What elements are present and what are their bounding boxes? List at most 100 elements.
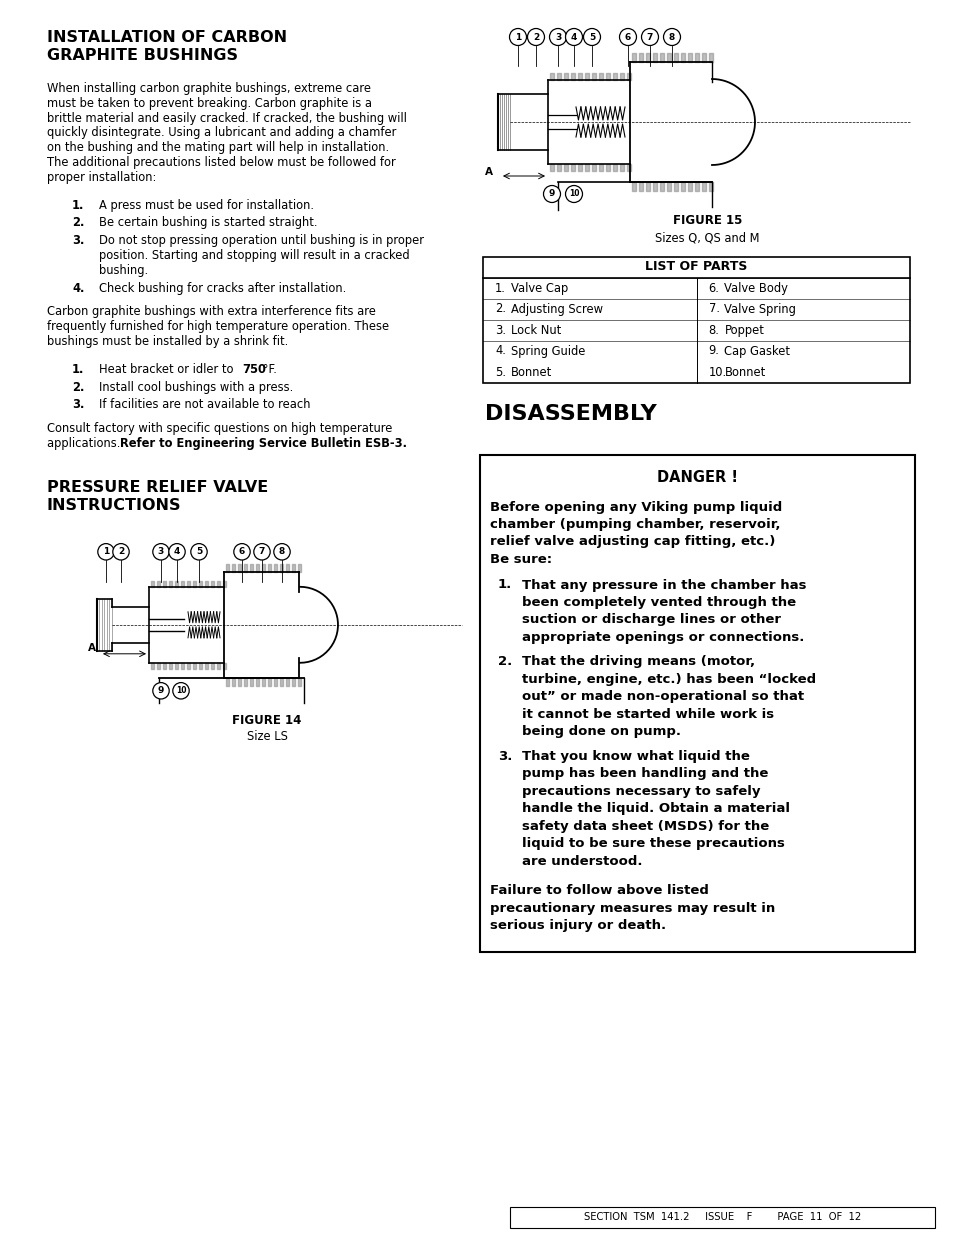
- Text: 3.: 3.: [71, 235, 84, 247]
- Text: Failure to follow above listed: Failure to follow above listed: [490, 884, 708, 898]
- Text: bushings must be installed by a shrink fit.: bushings must be installed by a shrink f…: [47, 335, 288, 348]
- Text: must be taken to prevent breaking. Carbon graphite is a: must be taken to prevent breaking. Carbo…: [47, 96, 372, 110]
- Text: Install cool bushings with a press.: Install cool bushings with a press.: [99, 380, 293, 394]
- Text: 2: 2: [118, 547, 124, 556]
- Circle shape: [565, 185, 582, 203]
- Text: 3: 3: [555, 32, 560, 42]
- Bar: [510, 1207, 934, 1228]
- Text: 1.: 1.: [71, 363, 84, 375]
- Text: 7: 7: [258, 547, 265, 556]
- Text: 3: 3: [157, 547, 164, 556]
- Text: 5: 5: [195, 547, 202, 556]
- Text: 2: 2: [533, 32, 538, 42]
- Text: Adjusting Screw: Adjusting Screw: [511, 303, 602, 315]
- Text: 3.: 3.: [497, 750, 512, 763]
- Circle shape: [583, 28, 599, 46]
- Text: A press must be used for installation.: A press must be used for installation.: [99, 199, 314, 211]
- Text: Consult factory with specific questions on high temperature: Consult factory with specific questions …: [47, 422, 392, 435]
- Text: Poppet: Poppet: [723, 324, 763, 336]
- Text: 7.: 7.: [708, 303, 719, 315]
- Text: precautionary measures may result in: precautionary measures may result in: [490, 902, 775, 915]
- Text: frequently furnished for high temperature operation. These: frequently furnished for high temperatur…: [47, 320, 389, 333]
- Text: 1.: 1.: [71, 199, 84, 211]
- Circle shape: [527, 28, 544, 46]
- Text: Bonnet: Bonnet: [511, 366, 552, 378]
- Text: Carbon graphite bushings with extra interference fits are: Carbon graphite bushings with extra inte…: [47, 305, 375, 319]
- Text: suction or discharge lines or other: suction or discharge lines or other: [521, 614, 781, 626]
- Text: applications.: applications.: [47, 437, 128, 450]
- Text: A: A: [88, 642, 96, 653]
- Text: serious injury or death.: serious injury or death.: [490, 920, 665, 932]
- Text: out” or made non-operational so that: out” or made non-operational so that: [521, 690, 803, 704]
- Text: 6: 6: [238, 547, 245, 556]
- Text: DANGER !: DANGER !: [657, 471, 738, 485]
- Text: 3.: 3.: [71, 399, 84, 411]
- Circle shape: [191, 543, 207, 559]
- Text: 8.: 8.: [708, 324, 719, 336]
- Text: position. Starting and stopping will result in a cracked: position. Starting and stopping will res…: [99, 249, 409, 262]
- Text: Heat bracket or idler to: Heat bracket or idler to: [99, 363, 237, 375]
- Circle shape: [233, 543, 250, 559]
- Text: PRESSURE RELIEF VALVE
INSTRUCTIONS: PRESSURE RELIEF VALVE INSTRUCTIONS: [47, 480, 268, 513]
- Text: LIST OF PARTS: LIST OF PARTS: [644, 261, 747, 273]
- Text: That you know what liquid the: That you know what liquid the: [521, 750, 749, 763]
- Text: handle the liquid. Obtain a material: handle the liquid. Obtain a material: [521, 803, 789, 815]
- Text: bushing.: bushing.: [99, 264, 148, 277]
- Circle shape: [152, 543, 169, 559]
- Text: 3.: 3.: [495, 324, 505, 336]
- Text: being done on pump.: being done on pump.: [521, 725, 680, 739]
- Circle shape: [662, 28, 679, 46]
- Text: Be sure:: Be sure:: [490, 553, 552, 566]
- Circle shape: [172, 683, 189, 699]
- Circle shape: [618, 28, 636, 46]
- Text: 7: 7: [646, 32, 653, 42]
- Text: 6: 6: [624, 32, 631, 42]
- Text: been completely vented through the: been completely vented through the: [521, 597, 796, 609]
- Text: If facilities are not available to reach: If facilities are not available to reach: [99, 399, 310, 411]
- Text: chamber (pumping chamber, reservoir,: chamber (pumping chamber, reservoir,: [490, 517, 780, 531]
- Text: Cap Gasket: Cap Gasket: [723, 345, 790, 357]
- Text: turbine, engine, etc.) has been “locked: turbine, engine, etc.) has been “locked: [521, 673, 815, 685]
- Text: That any pressure in the chamber has: That any pressure in the chamber has: [521, 578, 805, 592]
- Text: brittle material and easily cracked. If cracked, the bushing will: brittle material and easily cracked. If …: [47, 111, 406, 125]
- Text: 4.: 4.: [71, 282, 84, 295]
- Text: precautions necessary to safely: precautions necessary to safely: [521, 785, 760, 798]
- Text: 1: 1: [515, 32, 520, 42]
- Text: Be certain bushing is started straight.: Be certain bushing is started straight.: [99, 216, 317, 230]
- Text: liquid to be sure these precautions: liquid to be sure these precautions: [521, 837, 784, 851]
- Text: The additional precautions listed below must be followed for: The additional precautions listed below …: [47, 156, 395, 169]
- Text: 10: 10: [175, 687, 186, 695]
- Circle shape: [565, 28, 582, 46]
- Text: on the bushing and the mating part will help in installation.: on the bushing and the mating part will …: [47, 141, 389, 154]
- Text: 2.: 2.: [71, 216, 84, 230]
- Text: relief valve adjusting cap fitting, etc.): relief valve adjusting cap fitting, etc.…: [490, 536, 775, 548]
- Circle shape: [640, 28, 658, 46]
- Text: 1: 1: [103, 547, 109, 556]
- Text: 8: 8: [668, 32, 675, 42]
- Text: 1.: 1.: [497, 578, 512, 592]
- Circle shape: [98, 543, 114, 559]
- Circle shape: [169, 543, 185, 559]
- Text: 4.: 4.: [495, 345, 505, 357]
- Text: 4: 4: [173, 547, 180, 556]
- Text: FIGURE 15: FIGURE 15: [672, 215, 741, 227]
- Text: °F.: °F.: [258, 363, 276, 375]
- Text: it cannot be started while work is: it cannot be started while work is: [521, 708, 773, 721]
- Text: 5.: 5.: [495, 366, 505, 378]
- Text: INSTALLATION OF CARBON
GRAPHITE BUSHINGS: INSTALLATION OF CARBON GRAPHITE BUSHINGS: [47, 30, 287, 63]
- Circle shape: [509, 28, 526, 46]
- Text: safety data sheet (MSDS) for the: safety data sheet (MSDS) for the: [521, 820, 768, 832]
- Circle shape: [152, 683, 169, 699]
- Text: Valve Spring: Valve Spring: [723, 303, 796, 315]
- Text: 9: 9: [157, 687, 164, 695]
- Text: FIGURE 14: FIGURE 14: [233, 714, 301, 727]
- Text: quickly disintegrate. Using a lubricant and adding a chamfer: quickly disintegrate. Using a lubricant …: [47, 126, 395, 140]
- Text: Bonnet: Bonnet: [723, 366, 765, 378]
- Circle shape: [112, 543, 129, 559]
- Text: Lock Nut: Lock Nut: [511, 324, 560, 336]
- Text: 9.: 9.: [708, 345, 719, 357]
- Text: 4: 4: [570, 32, 577, 42]
- Text: 5: 5: [588, 32, 595, 42]
- Text: Check bushing for cracks after installation.: Check bushing for cracks after installat…: [99, 282, 346, 295]
- Circle shape: [274, 543, 290, 559]
